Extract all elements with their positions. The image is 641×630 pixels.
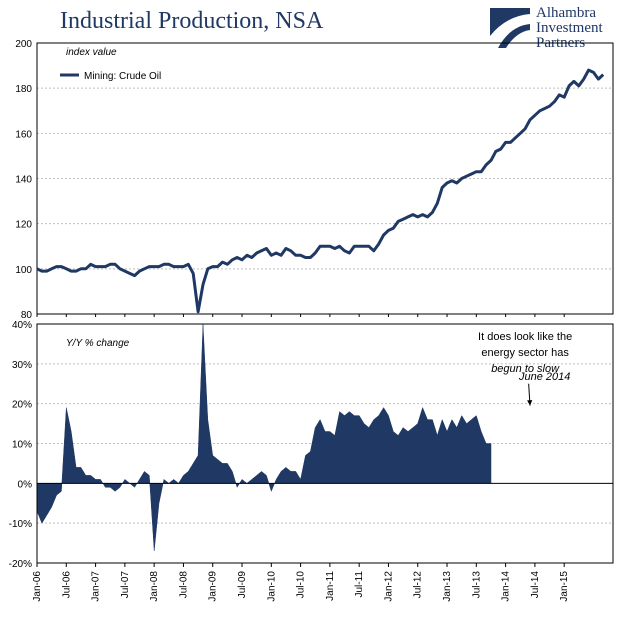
annotation-text: It does look like the [478, 331, 572, 343]
series-line-crude-oil [36, 68, 605, 314]
y-tick-label-bottom: 0% [18, 479, 33, 490]
y-tick-label-top: 140 [15, 175, 32, 186]
y-tick-label-top: 100 [15, 265, 32, 276]
x-tick-label: Jan-12 [384, 571, 395, 602]
y-tick-label-top: 160 [15, 129, 32, 140]
y-tick-label-top: 180 [15, 84, 32, 95]
y-tick-label-bottom: 20% [12, 400, 32, 411]
x-tick-label: Jan-08 [149, 571, 160, 602]
logo-text-line2: Investment [536, 20, 603, 36]
annotation-text: June 2014 [518, 371, 570, 383]
annotation-text: energy sector has [481, 347, 569, 359]
x-tick-label: Jan-09 [208, 571, 219, 602]
logo-text-line1: Alhambra [536, 5, 596, 21]
x-tick-label: Jan-14 [501, 571, 512, 602]
x-tick-label: Jan-06 [32, 571, 43, 602]
x-tick-label: Jul-08 [178, 571, 189, 599]
y-tick-label-bottom: 30% [12, 360, 32, 371]
x-tick-label: Jan-11 [325, 571, 336, 601]
plot-frame-bottom [36, 323, 614, 564]
y-tick-label-bottom: -10% [9, 519, 32, 530]
y-tick-label-bottom: -20% [9, 559, 32, 570]
annotation-text: begun to slow [491, 363, 560, 375]
logo: Alhambra Investment Partners [488, 6, 638, 52]
x-tick-label: Jan-10 [266, 571, 277, 602]
x-tick-label: Jul-07 [120, 571, 131, 599]
subtitle-bottom: Y/Y % change [66, 338, 130, 349]
subtitle-top: index value [66, 47, 117, 58]
annotation-arrowhead [527, 400, 533, 406]
x-tick-label: Jul-13 [471, 571, 482, 599]
x-tick-label: Jul-14 [530, 571, 541, 599]
x-tick-label: Jul-06 [61, 571, 72, 599]
y-tick-label-bottom: 10% [12, 440, 32, 451]
page-title: Industrial Production, NSA [60, 8, 324, 34]
y-tick-label-top: 80 [21, 310, 33, 321]
y-tick-label-top: 120 [15, 220, 32, 231]
series-area-yoy [36, 323, 492, 552]
plot-frame-top [36, 42, 614, 315]
x-tick-label: Jan-13 [442, 571, 453, 602]
x-tick-label: Jul-09 [237, 571, 248, 599]
logo-mark-icon [490, 8, 530, 48]
x-tick-label: Jul-11 [354, 571, 365, 598]
y-tick-label-top: 200 [15, 39, 32, 50]
legend-label: Mining: Crude Oil [84, 71, 161, 82]
x-tick-label: Jul-12 [413, 571, 424, 599]
x-tick-label: Jul-10 [296, 571, 307, 599]
x-tick-label: Jan-15 [559, 571, 570, 602]
x-tick-label: Jan-07 [91, 571, 102, 602]
y-tick-label-bottom: 40% [12, 320, 32, 331]
